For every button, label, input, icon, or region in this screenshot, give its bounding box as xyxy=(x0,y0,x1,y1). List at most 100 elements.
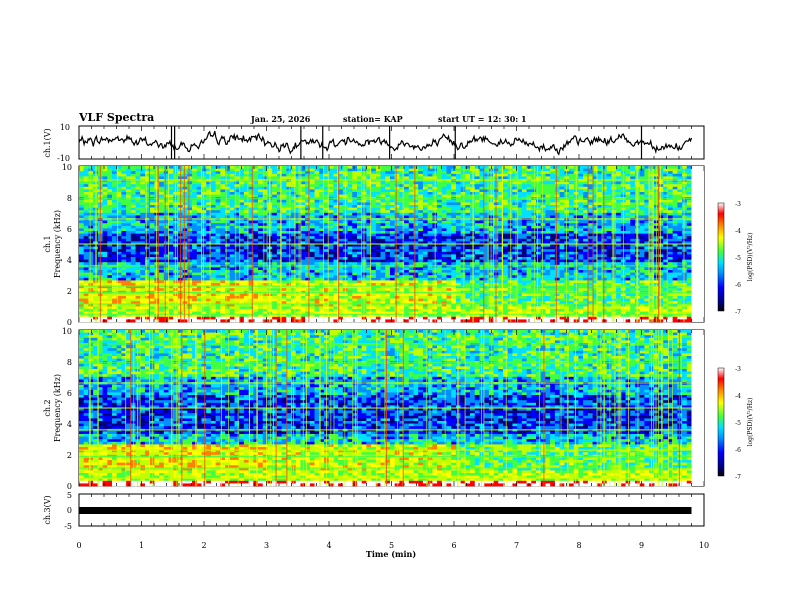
spectrogram-cell xyxy=(230,171,235,174)
spectrogram-cell xyxy=(183,226,188,229)
spectrogram-cell xyxy=(272,270,277,273)
spectrogram-cell xyxy=(216,169,221,172)
spectrogram-cell xyxy=(192,208,197,211)
spectrogram-cell xyxy=(272,182,277,185)
spectrogram-cell xyxy=(282,202,287,205)
spectrogram-cell xyxy=(286,189,291,192)
spectrogram-cell xyxy=(187,239,192,242)
spectrogram-cell xyxy=(136,270,141,273)
spectrogram-cell xyxy=(192,234,197,237)
spectrogram-cell xyxy=(159,257,164,260)
spectrogram-cell xyxy=(230,257,235,260)
spectrogram-cell xyxy=(202,283,207,286)
spectrogram-cell xyxy=(131,200,136,203)
spectrogram-cell xyxy=(169,205,174,208)
spectrogram-cell xyxy=(112,267,117,270)
spectrogram-cell xyxy=(216,278,221,281)
spectrogram-cell xyxy=(121,254,126,257)
spectrogram-cell xyxy=(258,231,263,234)
spectrogram-cell xyxy=(112,293,117,296)
spectrogram-cell xyxy=(107,249,112,252)
spectrogram-cell xyxy=(296,283,301,286)
spectrogram-cell xyxy=(140,260,145,263)
spectrogram-cell xyxy=(103,210,108,213)
spectrogram-cell xyxy=(84,169,89,172)
spectrogram-cell xyxy=(230,239,235,242)
spectrogram-cell xyxy=(131,270,136,273)
spectrogram-cell xyxy=(88,319,93,322)
spectrogram-cell xyxy=(136,171,141,174)
spectrogram-cell xyxy=(296,319,301,322)
spectrogram-cell xyxy=(150,247,155,250)
spectrogram-cell xyxy=(131,306,136,309)
spectrogram-cell xyxy=(169,202,174,205)
spectrogram-cell xyxy=(305,319,310,322)
spectrogram-cell xyxy=(169,319,174,322)
spectrogram-cell xyxy=(220,270,225,273)
spectrogram-cell xyxy=(126,208,131,211)
spectrogram-cell xyxy=(84,215,89,218)
spectrogram-cell xyxy=(253,234,258,237)
spectrogram-cell xyxy=(79,254,84,257)
spectrogram-cell xyxy=(159,317,164,320)
spectrogram-cell xyxy=(183,239,188,242)
spectrogram-cell xyxy=(107,267,112,270)
spectrogram-cell xyxy=(234,278,239,281)
spectrogram-cell xyxy=(159,299,164,302)
spectrogram-cell xyxy=(211,210,216,213)
spectrogram-cell xyxy=(286,184,291,187)
spectrogram-cell xyxy=(220,200,225,203)
spectrogram-cell xyxy=(169,296,174,299)
spectrogram-cell xyxy=(197,293,202,296)
spectrogram-cell xyxy=(88,182,93,185)
spectrogram-cell xyxy=(150,239,155,242)
spectrogram-cell xyxy=(126,221,131,224)
spectrogram-cell xyxy=(187,254,192,257)
spectrogram-cell xyxy=(253,192,258,195)
spectrogram-cell xyxy=(230,226,235,229)
spectrogram-cell xyxy=(126,189,131,192)
spectrogram-cell xyxy=(131,257,136,260)
spectrogram-cell xyxy=(249,260,254,263)
spectrogram-cell xyxy=(305,317,310,320)
spectrogram-cell xyxy=(249,200,254,203)
spectrogram-cell xyxy=(296,223,301,226)
spectrogram-cell xyxy=(103,296,108,299)
spectrogram-cell xyxy=(272,275,277,278)
spectrogram-cell xyxy=(310,226,315,229)
spectrogram-cell xyxy=(79,213,84,216)
spectrogram-cell xyxy=(131,171,136,174)
spectrogram-cell xyxy=(84,174,89,177)
spectrogram-cell xyxy=(136,296,141,299)
spectrogram-cell xyxy=(79,247,84,250)
spectrogram-cell xyxy=(150,208,155,211)
spectrogram-cell xyxy=(282,257,287,260)
spectrogram-cell xyxy=(305,275,310,278)
spectrogram-cell xyxy=(112,228,117,231)
spectrogram-cell xyxy=(296,228,301,231)
spectrogram-cell xyxy=(197,228,202,231)
spectrogram-cell xyxy=(234,317,239,320)
spectrogram-cell xyxy=(159,228,164,231)
spectrogram-cell xyxy=(220,236,225,239)
spectrogram-cell xyxy=(103,171,108,174)
spectrogram-cell xyxy=(216,283,221,286)
spectrogram-cell xyxy=(159,275,164,278)
spectrogram-cell xyxy=(220,254,225,257)
spectrogram-cell xyxy=(88,247,93,250)
spectrogram-cell xyxy=(258,267,263,270)
spectrogram-cell xyxy=(107,184,112,187)
spectrogram-cell xyxy=(211,192,216,195)
spectrogram-cell xyxy=(150,275,155,278)
spectrogram-cell xyxy=(220,239,225,242)
spectrogram-cell xyxy=(150,249,155,252)
spectrogram-cell xyxy=(136,210,141,213)
spectrogram-cell xyxy=(126,166,131,169)
spectrogram-cell xyxy=(121,293,126,296)
spectrogram-cell xyxy=(197,306,202,309)
spectrogram-cell xyxy=(169,166,174,169)
spectrogram-cell xyxy=(136,309,141,312)
spectrogram-cell xyxy=(159,296,164,299)
spectrogram-cell xyxy=(216,234,221,237)
spectrogram-cell xyxy=(84,231,89,234)
